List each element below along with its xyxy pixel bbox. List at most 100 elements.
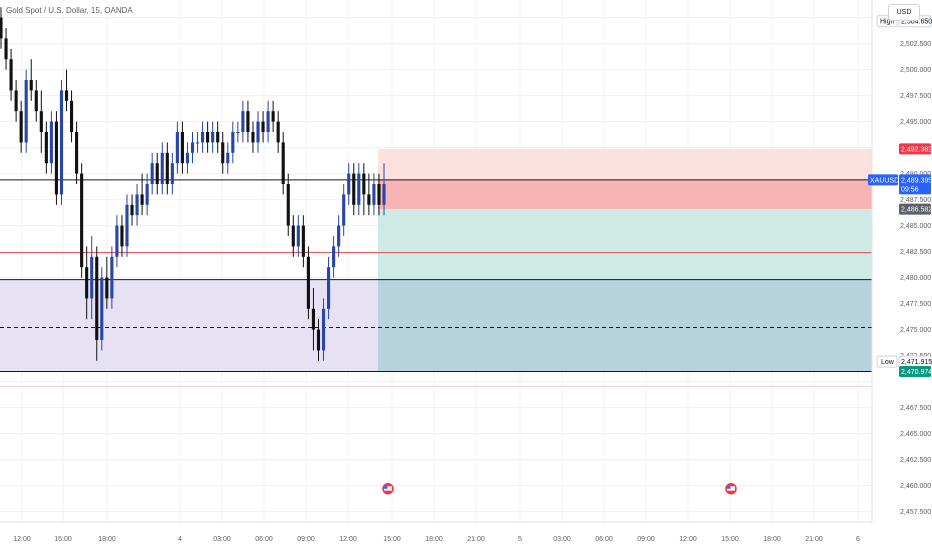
entry-price-tag-bg — [899, 203, 931, 215]
stop-zone-upper — [378, 148, 872, 180]
time-tick-label: 09:00 — [637, 536, 655, 543]
candle-body — [251, 132, 255, 143]
candle-body — [281, 142, 285, 184]
time-tick-label: 06:00 — [595, 536, 613, 543]
candle-body — [301, 225, 305, 257]
candle-body — [271, 111, 275, 122]
price-tick-label: 2,500.000 — [900, 67, 931, 74]
candle-body — [195, 142, 200, 144]
candle-body — [246, 111, 250, 132]
candle-body — [221, 142, 225, 164]
candle-body — [175, 132, 179, 164]
candle-body — [190, 142, 195, 153]
flag-canton — [727, 486, 731, 489]
candle-body — [155, 163, 159, 184]
demand-zone — [0, 279, 378, 372]
candle-body — [14, 90, 18, 112]
candle-body — [316, 329, 321, 351]
candle-body — [352, 173, 356, 205]
time-tick-label: 18:00 — [425, 536, 443, 543]
candle-body — [34, 90, 38, 112]
candle-body — [377, 184, 381, 205]
symbol-tag-bg — [868, 174, 898, 186]
time-tick-label: 12:00 — [13, 536, 31, 543]
target-price-tag-bg — [899, 365, 931, 377]
price-tick-label: 2,502.500 — [900, 41, 931, 48]
price-tick-label: 2,462.500 — [900, 457, 931, 464]
candle-body — [236, 132, 240, 133]
candle-body — [372, 184, 376, 205]
candle-body — [75, 132, 79, 174]
candle-body — [90, 256, 94, 299]
candle-body — [49, 121, 53, 164]
time-tick-label: 21:00 — [805, 536, 823, 543]
candle-body — [160, 152, 164, 184]
candle-body — [105, 277, 109, 299]
candle-body — [95, 256, 99, 340]
candle-body — [226, 152, 230, 164]
time-tick-label: 21:00 — [467, 536, 485, 543]
entry-price-tag: 2,486.582 — [901, 207, 932, 214]
flag-canton — [384, 486, 388, 489]
time-tick-label: 06:00 — [255, 536, 273, 543]
price-tick-label: 2,460.000 — [900, 483, 931, 490]
candle-body — [362, 173, 366, 195]
time-tick-label: 12:00 — [339, 536, 357, 543]
candle-body — [185, 152, 190, 164]
candle-body — [266, 111, 270, 132]
time-tick-label: 18:00 — [98, 536, 116, 543]
price-tick-label: 2,482.500 — [900, 249, 931, 256]
price-tick-label: 2,477.500 — [900, 301, 931, 308]
price-tick-label: 2,485.000 — [900, 223, 931, 230]
candle-body — [206, 132, 210, 143]
candle-body — [347, 173, 351, 195]
last-price-tag: 2,489.395 — [901, 177, 932, 184]
price-tick-label: 2,475.000 — [900, 327, 931, 334]
candle-body — [180, 132, 184, 164]
candle-body — [39, 111, 43, 132]
time-tick-label: 5 — [518, 536, 522, 543]
candle-body — [276, 121, 280, 143]
candle-body — [85, 267, 89, 299]
candle-body — [54, 121, 58, 195]
flag-stripe — [727, 486, 735, 491]
candle-body — [332, 246, 336, 268]
candle-body — [9, 59, 13, 91]
candle-body — [291, 225, 295, 247]
stop-price-tag: 2,492.382 — [901, 146, 932, 153]
price-tick-label: 2,487.500 — [900, 197, 931, 204]
price-tick-label: 2,497.500 — [900, 93, 931, 100]
candle-body — [357, 173, 361, 205]
candle-body — [311, 308, 316, 330]
candle-body — [327, 267, 331, 309]
high-label: High — [880, 19, 895, 26]
time-tick-label: 09:00 — [297, 536, 315, 543]
target-price-tag: 2,470.974 — [901, 369, 932, 376]
high-value: 2,504.650 — [901, 19, 932, 26]
low-value: 2,471.915 — [901, 359, 932, 366]
time-tick-label: 4 — [178, 536, 182, 543]
candle-body — [165, 152, 169, 184]
candle-body — [29, 80, 33, 91]
last-price-tag-bg — [899, 174, 931, 195]
candle-body — [337, 225, 341, 247]
candle-body — [110, 256, 114, 299]
candle-body — [125, 204, 129, 247]
price-tick-label: 2,457.500 — [900, 509, 931, 516]
price-tick-label: 2,467.500 — [900, 405, 931, 412]
time-tick-label: 15:00 — [54, 536, 72, 543]
time-tick-label: 03:00 — [213, 536, 231, 543]
candle-body — [261, 121, 265, 132]
candle-body — [19, 111, 23, 143]
candle-body — [216, 132, 220, 143]
low-label-bg — [876, 355, 898, 368]
target-zone — [378, 209, 872, 280]
candle-body — [4, 38, 8, 60]
currency-button[interactable]: USD — [888, 4, 920, 21]
candle-body — [120, 225, 124, 247]
candle-body — [44, 132, 48, 164]
candle-body — [0, 17, 3, 39]
price-tick-label: 2,495.000 — [900, 119, 931, 126]
